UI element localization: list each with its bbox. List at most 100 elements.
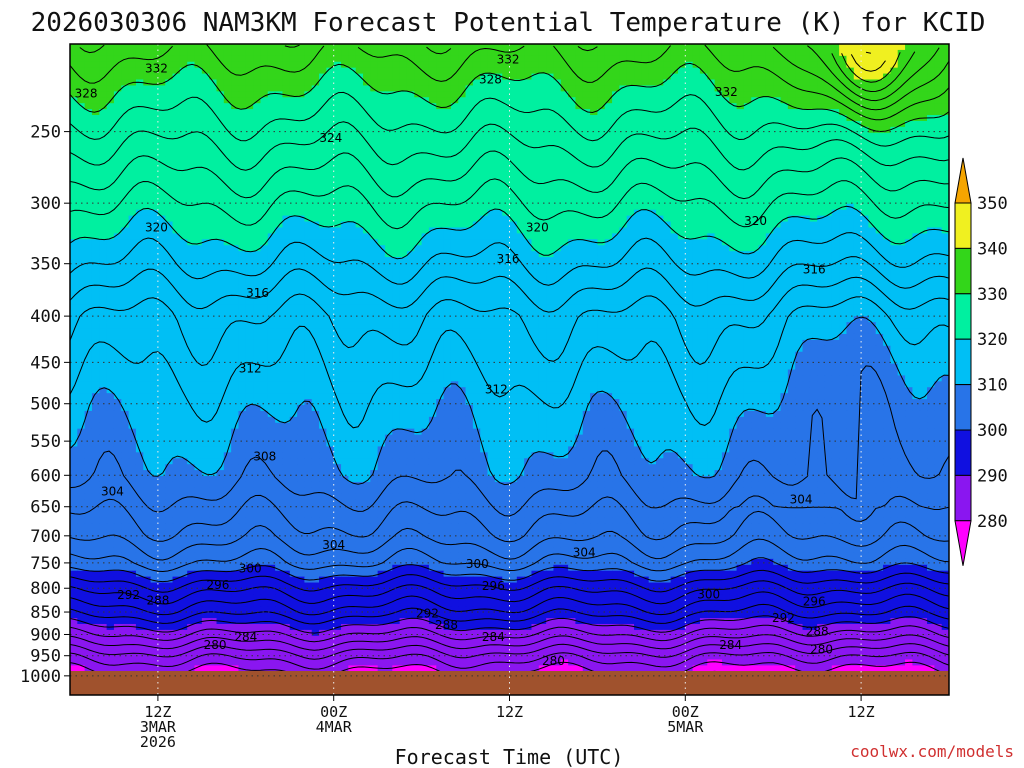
field-cell: [201, 221, 210, 229]
field-cell: [421, 262, 430, 270]
field-cell: [399, 156, 408, 163]
field-cell: [897, 97, 906, 104]
field-cell: [897, 215, 906, 223]
field-cell: [326, 97, 335, 104]
field-cell: [480, 85, 489, 92]
field-cell: [333, 79, 342, 87]
field-cell: [384, 85, 393, 92]
field-cell: [516, 215, 525, 223]
field-cell: [648, 162, 657, 169]
field-cell: [450, 144, 459, 152]
field-cell: [91, 245, 100, 252]
field-cell: [502, 233, 511, 240]
field-cell: [890, 191, 899, 199]
field-cell: [187, 197, 196, 205]
field-cell: [604, 168, 613, 175]
field-cell: [70, 274, 78, 282]
field-cell: [721, 150, 730, 158]
field-cell: [743, 156, 752, 163]
field-cell: [941, 268, 949, 276]
field-cell: [560, 245, 569, 252]
field-cell: [531, 49, 540, 57]
field-cell: [70, 233, 78, 240]
field-cell: [575, 120, 584, 128]
field-cell: [311, 227, 320, 234]
field-cell: [839, 55, 848, 63]
field-cell: [106, 257, 115, 264]
field-cell: [721, 73, 730, 81]
field-cell: [209, 162, 218, 169]
field-cell: [311, 186, 320, 193]
field-cell: [436, 144, 445, 152]
field-cell: [187, 186, 196, 193]
field-cell: [377, 120, 386, 128]
field-cell: [502, 262, 511, 270]
field-cell: [91, 85, 100, 92]
field-cell: [634, 280, 642, 288]
field-cell: [824, 245, 833, 252]
field-cell: [721, 245, 730, 252]
field-cell: [106, 85, 115, 92]
field-cell: [729, 180, 738, 187]
field-cell: [231, 227, 240, 234]
field-cell: [597, 274, 606, 282]
field-cell: [472, 132, 481, 140]
field-cell: [868, 239, 877, 246]
field-cell: [787, 191, 796, 199]
field-cell: [641, 186, 650, 193]
field-cell: [831, 49, 840, 57]
field-cell: [143, 132, 152, 140]
field-cell: [736, 132, 745, 140]
field-cell: [121, 156, 130, 163]
field-cell: [465, 262, 474, 270]
field-cell: [568, 91, 577, 98]
field-cell: [721, 274, 730, 282]
field-cell: [333, 180, 342, 187]
field-cell: [223, 174, 232, 181]
field-cell: [648, 180, 657, 187]
field-cell: [531, 138, 540, 146]
field-cell: [670, 73, 679, 81]
field-cell: [604, 91, 613, 98]
field-cell: [802, 156, 811, 163]
field-cell: [157, 67, 166, 75]
field-cell: [113, 262, 122, 270]
field-cell: [458, 191, 467, 199]
field-cell: [670, 274, 679, 282]
field-cell: [370, 215, 379, 223]
field-cell: [538, 103, 547, 110]
field-cell: [582, 109, 591, 116]
field-cell: [905, 67, 913, 75]
field-cell: [238, 91, 247, 98]
field-cell: [502, 120, 511, 128]
field-cell: [773, 274, 782, 282]
field-cell: [626, 280, 635, 288]
field-cell: [736, 168, 745, 175]
field-cell: [165, 233, 174, 240]
field-cell: [846, 221, 855, 229]
field-cell: [355, 67, 364, 75]
field-cell: [626, 73, 635, 81]
field-cell: [809, 280, 818, 288]
field-cell: [406, 233, 415, 240]
field-cell: [758, 215, 767, 223]
field-cell: [861, 55, 870, 63]
field-cell: [809, 186, 818, 193]
field-cell: [363, 162, 371, 169]
field-cell: [201, 209, 210, 217]
field-cell: [670, 168, 679, 175]
field-cell: [531, 227, 540, 234]
field-cell: [341, 144, 349, 152]
field-cell: [897, 162, 906, 169]
field-cell: [231, 85, 240, 92]
field-cell: [106, 162, 115, 169]
field-cell: [502, 251, 511, 258]
field-cell: [883, 73, 891, 81]
field-cell: [604, 209, 613, 217]
field-cell: [165, 286, 174, 294]
field-cell: [113, 274, 122, 282]
field-cell: [106, 138, 115, 146]
field-cell: [165, 197, 174, 205]
field-cell: [919, 203, 928, 211]
field-cell: [216, 257, 225, 264]
